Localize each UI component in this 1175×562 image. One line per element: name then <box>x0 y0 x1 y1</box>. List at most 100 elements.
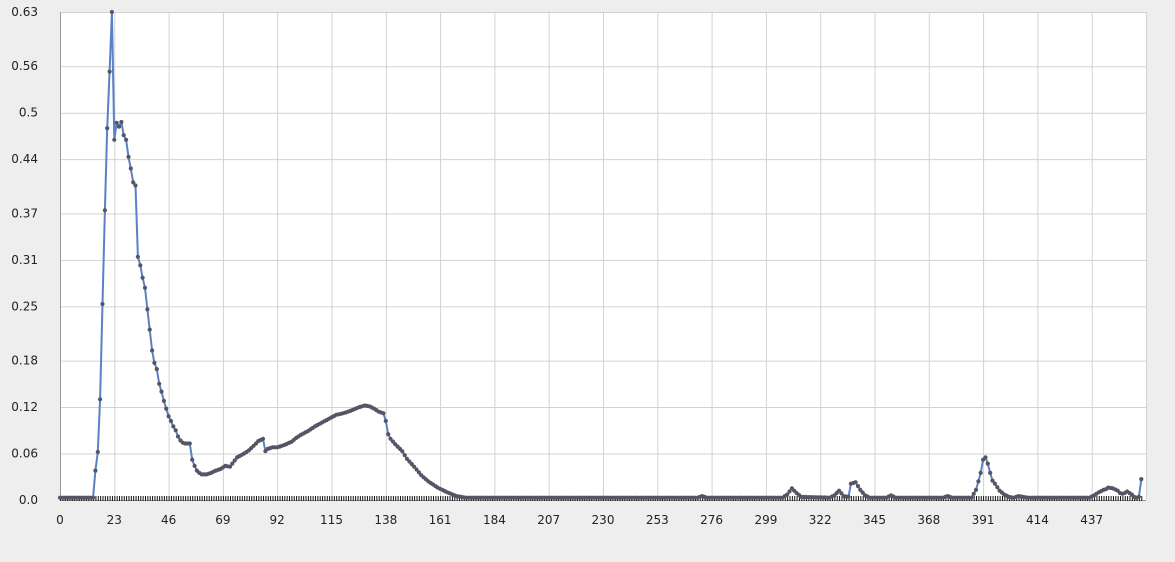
data-point <box>135 254 140 259</box>
x-tick-label: 69 <box>215 513 230 527</box>
x-tick-label: 0 <box>56 513 64 527</box>
data-point <box>785 492 790 497</box>
data-point <box>839 491 844 496</box>
data-point <box>112 137 117 142</box>
x-tick-label: 345 <box>863 513 886 527</box>
data-point <box>985 461 990 466</box>
data-point <box>787 489 792 494</box>
y-tick-label: 0.25 <box>11 299 38 313</box>
y-tick-label: 0.37 <box>11 206 38 220</box>
y-tick-label: 0.56 <box>11 59 38 73</box>
data-point <box>95 449 100 455</box>
y-tick-label: 0.5 <box>19 106 38 120</box>
data-point <box>98 397 103 402</box>
data-point <box>166 414 171 419</box>
x-tick-label: 138 <box>374 513 397 527</box>
x-tick-label: 368 <box>917 513 940 527</box>
data-point <box>860 490 865 495</box>
data-point <box>107 69 112 74</box>
data-point <box>133 183 138 188</box>
data-point <box>140 275 145 280</box>
x-tick-label: 322 <box>809 513 832 527</box>
y-tick-label: 0.31 <box>11 253 38 267</box>
data-point <box>142 285 148 290</box>
data-point <box>171 424 176 429</box>
data-point <box>157 381 162 386</box>
data-point <box>119 119 124 125</box>
data-point <box>383 418 388 424</box>
data-point <box>109 9 114 15</box>
data-point <box>855 484 861 489</box>
data-point <box>973 487 979 492</box>
x-tick-label: 46 <box>161 513 176 527</box>
data-point <box>159 389 164 394</box>
data-point <box>400 449 405 454</box>
x-tick-label: 276 <box>700 513 723 527</box>
data-point <box>983 455 988 460</box>
data-point <box>100 301 105 307</box>
data-point <box>846 494 851 499</box>
data-point <box>190 457 195 462</box>
data-point <box>150 348 155 353</box>
data-point <box>131 180 136 185</box>
data-point <box>93 468 98 473</box>
data-point <box>1136 494 1141 499</box>
y-tick-label: 0.44 <box>11 152 38 166</box>
x-tick-label: 23 <box>107 513 122 527</box>
data-point <box>91 495 96 500</box>
data-point <box>388 436 393 441</box>
data-point <box>175 434 181 439</box>
data-point <box>124 137 129 142</box>
data-point <box>412 464 417 469</box>
data-point <box>414 467 419 472</box>
data-point <box>853 480 858 485</box>
data-point <box>971 491 976 496</box>
y-tick-label: 0.12 <box>11 400 38 414</box>
grid-lines <box>60 12 1147 501</box>
data-point <box>227 464 233 469</box>
data-point <box>168 418 174 424</box>
tick-labels: 0 23 46 69 92 115 138 161 184 207 230 253 276 299 322 3… <box>11 5 1103 527</box>
data-point <box>990 478 995 483</box>
x-tick-label: 207 <box>537 513 560 527</box>
x-tick-label: 230 <box>592 513 615 527</box>
data-point <box>976 479 981 484</box>
data-point <box>161 398 166 403</box>
data-point <box>126 154 131 159</box>
y-tick-label: 0.63 <box>11 5 38 19</box>
x-tick-label: 414 <box>1026 513 1049 527</box>
data-point <box>121 133 126 138</box>
data-point <box>187 441 192 446</box>
data-point <box>969 495 974 500</box>
data-point <box>116 124 122 129</box>
data-point <box>230 461 235 466</box>
data-point <box>386 432 391 437</box>
x-tick-label: 391 <box>972 513 995 527</box>
y-tick-label: 0.18 <box>11 354 38 368</box>
data-point <box>173 428 178 433</box>
data-series <box>57 9 1144 500</box>
data-point <box>192 463 197 468</box>
data-point <box>105 126 110 131</box>
data-point <box>128 166 133 171</box>
data-point <box>995 485 1000 490</box>
data-point <box>402 453 407 458</box>
data-point <box>416 470 421 475</box>
data-point <box>164 406 169 411</box>
y-tick-label: 0.0 <box>19 493 38 507</box>
y-tick-label: 0.06 <box>11 447 38 461</box>
data-point <box>381 411 386 416</box>
data-point <box>152 360 157 365</box>
data-point <box>1139 477 1144 482</box>
data-point <box>145 307 150 312</box>
data-point <box>154 367 159 372</box>
x-tick-label: 92 <box>270 513 285 527</box>
x-tick-label: 115 <box>320 513 343 527</box>
data-point <box>147 327 152 332</box>
x-tick-label: 437 <box>1080 513 1103 527</box>
data-point <box>102 208 107 213</box>
data-point <box>978 470 983 475</box>
x-tick-label: 299 <box>754 513 777 527</box>
